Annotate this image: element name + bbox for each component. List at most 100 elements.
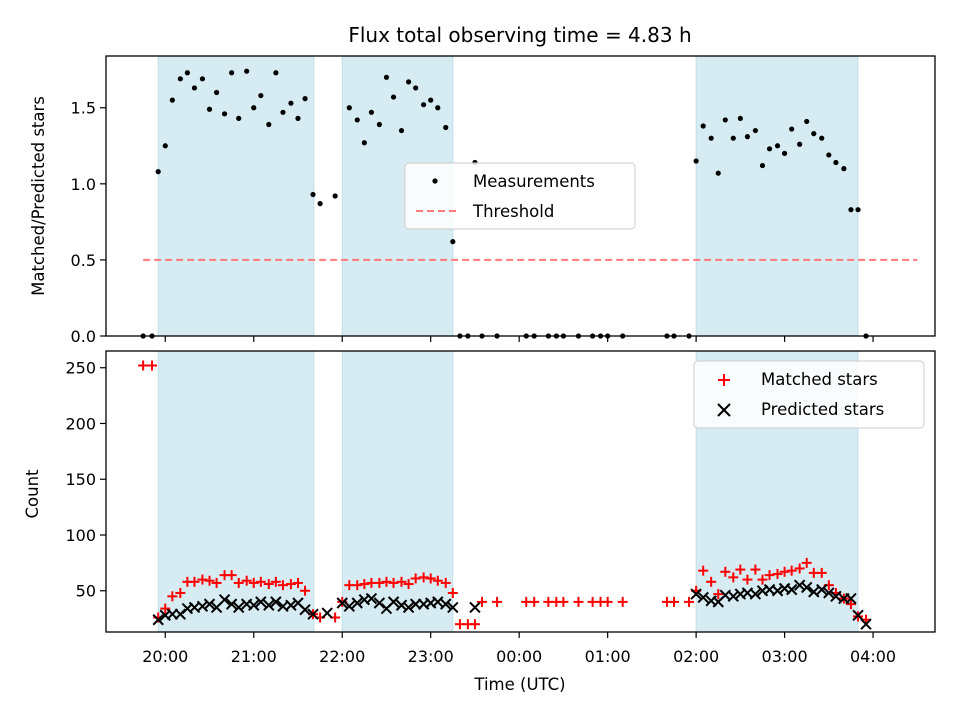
predicted-star-point	[255, 596, 267, 608]
predicted-star-point	[440, 598, 452, 610]
matched-star-point	[477, 596, 488, 607]
predicted-star-point	[823, 587, 835, 599]
top-axes-frame	[105, 55, 936, 337]
matched-star-point	[241, 575, 252, 586]
measurement-point	[383, 74, 390, 80]
predicted-star-point	[801, 581, 813, 594]
matched-star-point	[403, 579, 414, 590]
predicted-star-point	[270, 596, 282, 608]
predicted-star-point	[233, 601, 245, 614]
measurement-point	[273, 70, 279, 76]
matched-star-point	[204, 575, 215, 586]
predicted-star-point	[174, 608, 187, 620]
bottom-axes-frame	[105, 350, 936, 633]
measurement-point	[354, 117, 360, 123]
matched-star-point	[602, 596, 613, 607]
matched-star-point	[750, 564, 761, 575]
matched-star-point	[786, 565, 797, 576]
matched-star-point	[447, 587, 458, 598]
bottom-xtick-label: 04:00	[850, 647, 896, 666]
measurement-point	[361, 140, 367, 146]
measurement-point	[413, 85, 419, 91]
measurement-point	[855, 207, 861, 213]
predicted-star-point	[793, 579, 806, 591]
measurement-point	[199, 76, 206, 82]
measurement-point	[295, 115, 301, 121]
top-legend-box	[404, 162, 636, 230]
measurement-point	[288, 100, 294, 106]
measurement-point	[450, 239, 456, 245]
predicted-star-point	[395, 599, 408, 611]
matched-star-point	[440, 577, 451, 588]
chart-title: Flux total observing time = 4.83 h	[348, 23, 691, 47]
measurement-point	[744, 134, 751, 140]
measurement-point	[251, 105, 257, 111]
measurement-point	[258, 92, 264, 99]
measurement-point	[804, 118, 810, 125]
matched-star-point	[698, 565, 709, 576]
observing-window-1	[341, 350, 454, 633]
matched-star-point	[175, 587, 186, 598]
predicted-star-point	[373, 597, 386, 609]
matched-star-point	[492, 596, 503, 607]
matched-star-point	[573, 596, 584, 607]
bottom-ytick-label: 50	[76, 582, 96, 601]
predicted-stars-points	[152, 579, 872, 630]
matched-star-point	[706, 576, 717, 587]
predicted-star-point	[860, 618, 872, 630]
predicted-star-point	[402, 601, 415, 614]
predicted-star-point	[299, 603, 311, 616]
observing-window-2	[695, 55, 859, 337]
bottom-xtick-label: 00:00	[496, 647, 542, 666]
measurement-point	[737, 115, 743, 121]
top-y-ticks: 0.0 0.5 1.0 1.5	[71, 99, 106, 346]
measurement-point	[184, 70, 190, 76]
measurement-point	[421, 102, 427, 108]
matched-stars-points	[138, 360, 871, 630]
top-ytick-label: 0.0	[71, 327, 96, 346]
matched-star-point	[300, 585, 311, 596]
measurement-point	[715, 170, 721, 176]
bottom-legend-box	[693, 360, 925, 429]
matched-star-point	[742, 574, 753, 585]
bottom-ytick-label: 200	[65, 414, 96, 433]
matched-star-point	[558, 596, 569, 607]
bottom-xtick-label: 03:00	[762, 647, 808, 666]
measurement-point	[376, 121, 382, 128]
measurement-point	[435, 105, 441, 111]
measurement-point	[191, 85, 198, 91]
predicted-star-point	[852, 609, 864, 621]
matched-star-point	[764, 570, 775, 581]
measurement-point	[833, 159, 839, 166]
bottom-xtick-label: 21:00	[231, 647, 277, 666]
measurement-point	[368, 109, 375, 115]
legend-measurements-label: Measurements	[473, 172, 595, 191]
measurement-point	[213, 89, 220, 96]
measurement-point	[781, 150, 788, 156]
matched-star-point	[772, 569, 783, 580]
bottom-y-ticks: 50 100 150 200 250	[65, 359, 106, 601]
matched-star-point	[816, 567, 827, 578]
matched-star-point	[226, 570, 237, 581]
matched-star-point	[529, 596, 540, 607]
matched-star-point	[418, 572, 429, 583]
measurement-point	[752, 127, 758, 134]
matched-star-point	[285, 579, 296, 590]
measurement-point	[826, 152, 832, 158]
matched-star-point	[292, 577, 303, 588]
measurement-point	[428, 97, 434, 103]
predicted-star-point	[690, 588, 702, 600]
bottom-ytick-label: 250	[65, 359, 96, 378]
predicted-star-point	[343, 600, 356, 613]
bottom-ytick-label: 150	[65, 470, 96, 489]
top-ytick-label: 0.5	[71, 251, 96, 270]
predicted-star-point	[365, 592, 378, 605]
legend-predicted-label: Predicted stars	[761, 400, 884, 419]
top-ytick-label: 1.0	[71, 175, 96, 194]
bottom-x-ticks: 20:00 21:00 22:00 23:00 00:00 01:00 02:00 03:00…	[142, 632, 896, 666]
measurement-point	[266, 121, 272, 128]
matched-star-point	[469, 619, 480, 630]
matched-star-point	[779, 566, 790, 577]
matched-star-point	[277, 580, 288, 591]
